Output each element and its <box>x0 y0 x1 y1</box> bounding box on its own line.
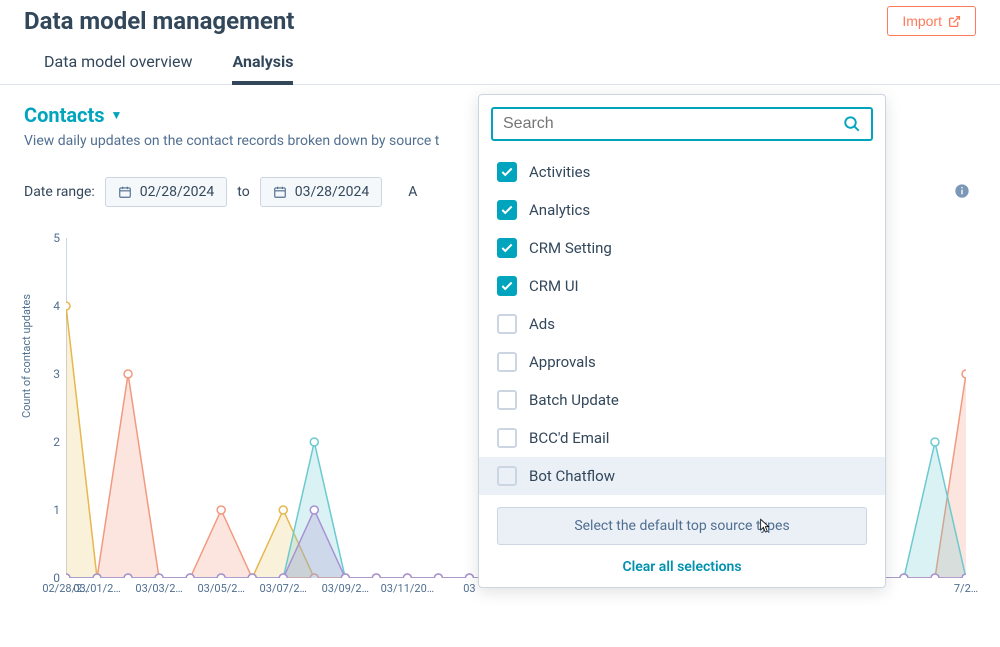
x-tick: 03/11/20… <box>381 582 435 595</box>
x-tick: 03/03/2… <box>135 582 182 595</box>
option-label: Activities <box>529 163 590 181</box>
date-end-value: 03/28/2024 <box>295 184 370 200</box>
source-types-dropdown: Activities Analytics CRM Setting CRM UI Ads A… <box>478 94 886 588</box>
external-link-icon <box>948 15 961 28</box>
checkbox[interactable] <box>497 466 517 486</box>
header: Data model management Import <box>0 0 1000 36</box>
option-label: Batch Update <box>529 391 619 409</box>
checkbox[interactable] <box>497 314 517 334</box>
option-analytics[interactable]: Analytics <box>479 191 885 229</box>
checkbox[interactable] <box>497 352 517 372</box>
x-tick: 03/07/2… <box>260 582 307 595</box>
option-bot-chatflow[interactable]: Bot Chatflow <box>479 457 885 495</box>
options-list: Activities Analytics CRM Setting CRM UI Ads A… <box>479 153 885 495</box>
y-tick: 3 <box>40 367 60 381</box>
date-start-value: 02/28/2024 <box>140 184 215 200</box>
search-wrap <box>479 95 885 153</box>
checkbox[interactable] <box>497 390 517 410</box>
select-default-button[interactable]: Select the default top source types <box>497 507 867 545</box>
option-label: CRM Setting <box>529 239 612 257</box>
tab-overview[interactable]: Data model overview <box>44 52 192 84</box>
option-label: CRM UI <box>529 277 579 295</box>
date-end-field[interactable]: 03/28/2024 <box>260 177 383 207</box>
checkbox[interactable] <box>497 238 517 258</box>
y-tick: 4 <box>40 299 60 313</box>
dropdown-footer: Select the default top source types Clea… <box>479 495 885 575</box>
y-tick: 5 <box>40 231 60 245</box>
search-icon <box>843 115 861 133</box>
caret-down-icon: ▼ <box>111 108 123 122</box>
x-tick: 03/09/2… <box>322 582 369 595</box>
clear-selections-link[interactable]: Clear all selections <box>622 559 741 575</box>
calendar-icon <box>118 185 132 199</box>
search-field[interactable] <box>491 107 873 141</box>
x-tick: 03/01/2… <box>73 582 120 595</box>
date-range-label: Date range: <box>24 184 95 200</box>
calendar-icon <box>273 185 287 199</box>
option-bcc-d-email[interactable]: BCC'd Email <box>479 419 885 457</box>
y-tick: 2 <box>40 435 60 449</box>
checkbox[interactable] <box>497 200 517 220</box>
option-activities[interactable]: Activities <box>479 153 885 191</box>
search-input[interactable] <box>503 115 843 133</box>
info-icon[interactable] <box>954 183 970 203</box>
y-tick: 1 <box>40 503 60 517</box>
tab-bar: Data model overview Analysis <box>0 36 1000 85</box>
x-tick: 03/05/2… <box>197 582 244 595</box>
checkbox[interactable] <box>497 162 517 182</box>
import-button[interactable]: Import <box>887 6 976 36</box>
y-axis-label: Count of contact updates <box>20 294 33 418</box>
checkbox[interactable] <box>497 276 517 296</box>
option-label: Approvals <box>529 353 596 371</box>
option-batch-update[interactable]: Batch Update <box>479 381 885 419</box>
option-label: Analytics <box>529 201 590 219</box>
page-title: Data model management <box>24 7 294 35</box>
tab-analysis[interactable]: Analysis <box>232 52 293 85</box>
option-approvals[interactable]: Approvals <box>479 343 885 381</box>
option-label: Ads <box>529 315 555 333</box>
select-default-label: Select the default top source types <box>574 518 789 534</box>
option-label: BCC'd Email <box>529 429 609 447</box>
option-label: Bot Chatflow <box>529 467 615 485</box>
all-sources-prefix: A <box>408 184 417 200</box>
option-crm-ui[interactable]: CRM UI <box>479 267 885 305</box>
checkbox[interactable] <box>497 428 517 448</box>
option-crm-setting[interactable]: CRM Setting <box>479 229 885 267</box>
contacts-label: Contacts <box>24 103 105 127</box>
date-start-field[interactable]: 02/28/2024 <box>105 177 228 207</box>
import-label: Import <box>902 13 942 29</box>
option-ads[interactable]: Ads <box>479 305 885 343</box>
x-tick: 03 <box>463 582 475 595</box>
date-to: to <box>237 184 249 200</box>
x-tick: 7/2… <box>954 582 978 595</box>
